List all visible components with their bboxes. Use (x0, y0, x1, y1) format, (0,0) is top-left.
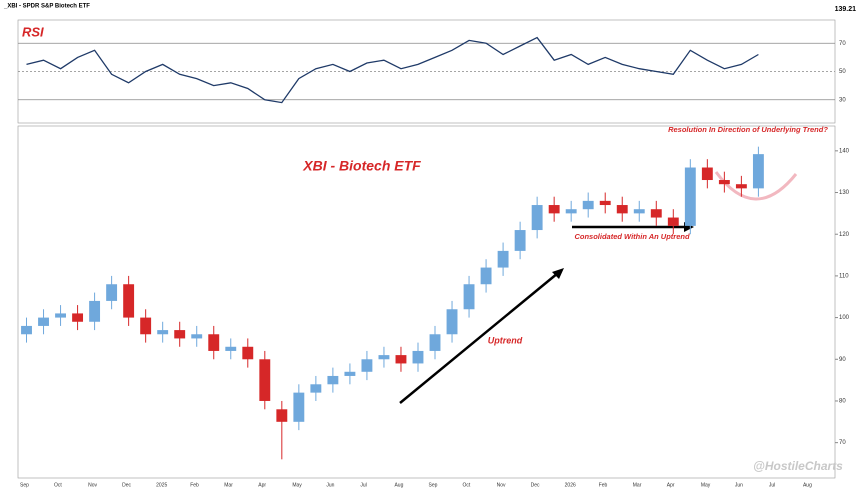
y-tick-label: 120 (839, 232, 850, 238)
candle-body (191, 334, 203, 339)
consolidated-note: Consolidated Within An Uptrend (574, 232, 689, 241)
candle-body (650, 209, 662, 218)
candle-body (718, 180, 730, 185)
candle-body (378, 355, 390, 360)
x-tick-label: Jun (735, 482, 743, 488)
candle-body (599, 200, 611, 206)
candle-body (531, 205, 543, 231)
y-tick-label: 30 (839, 97, 846, 103)
y-tick-label: 100 (839, 315, 850, 321)
x-tick-label: Oct (463, 482, 471, 488)
price-panel (17, 125, 836, 479)
x-tick-label: 2025 (156, 482, 167, 488)
candle-body (497, 250, 509, 268)
candle-body (123, 284, 135, 318)
candle-body (514, 230, 526, 251)
candle-body (752, 154, 764, 189)
candle-body (412, 350, 424, 364)
x-tick-label: 2026 (565, 482, 576, 488)
rsi-label: RSI (22, 24, 44, 39)
x-tick-label: Mar (224, 482, 233, 488)
x-tick-label: Jul (769, 482, 775, 488)
candle-body (616, 205, 628, 214)
x-tick-label: Jun (326, 482, 334, 488)
candle-body (735, 184, 747, 189)
resolution-note: Resolution In Direction of Underlying Tr… (668, 125, 828, 134)
y-tick-label: 140 (839, 148, 850, 154)
candle-body (242, 346, 254, 360)
arrowhead (552, 268, 564, 279)
x-tick-label: Sep (20, 482, 29, 488)
x-tick-label: Dec (531, 482, 540, 488)
uptrend-note: Uptrend (488, 335, 523, 345)
y-tick-label: 130 (839, 190, 850, 196)
candle-body (701, 167, 713, 181)
candle-body (310, 384, 322, 393)
x-tick-label: Jul (360, 482, 366, 488)
candle-body (480, 267, 492, 285)
candle-body (276, 409, 288, 422)
x-tick-label: May (701, 482, 711, 488)
candle-body (548, 205, 560, 214)
x-tick-label: May (292, 482, 302, 488)
candle-body (463, 284, 475, 310)
x-tick-label: Oct (54, 482, 62, 488)
main-title: XBI - Biotech ETF (302, 158, 421, 174)
candle-body (72, 313, 84, 322)
candle-body (259, 359, 271, 401)
candle-body (446, 309, 458, 335)
candle-body (89, 300, 101, 322)
watermark: @HostileCharts (753, 459, 843, 473)
candle-body (208, 334, 220, 351)
x-tick-label: Nov (497, 482, 506, 488)
x-tick-label: Aug (394, 482, 403, 488)
candle-body (361, 359, 373, 372)
candle-body (565, 209, 577, 214)
candle-body (38, 317, 49, 326)
header-last: 139.21 (835, 6, 857, 13)
candle-body (225, 346, 237, 351)
candle-body (395, 355, 407, 364)
y-tick-label: 110 (839, 273, 849, 279)
candle-body (55, 313, 66, 318)
x-tick-label: Feb (190, 482, 199, 488)
candle-body (157, 330, 169, 335)
candle-body (684, 167, 696, 226)
y-tick-label: 80 (839, 399, 846, 405)
candle-body (582, 200, 594, 210)
x-tick-label: Apr (667, 482, 675, 488)
x-tick-label: Feb (599, 482, 608, 488)
x-tick-label: Aug (803, 482, 812, 488)
y-tick-label: 50 (839, 69, 846, 75)
header-title: _XBI - SPDR S&P Biotech ETF (3, 4, 90, 10)
candle-body (106, 284, 118, 301)
uptrend-arrow (399, 272, 559, 404)
x-tick-label: Sep (429, 482, 438, 488)
y-tick-label: 90 (839, 357, 846, 363)
candle-body (429, 334, 441, 351)
candle-body (667, 217, 679, 226)
y-tick-label: 70 (839, 440, 846, 446)
x-tick-label: Dec (122, 482, 131, 488)
candle-body (633, 209, 645, 214)
candle-body (174, 330, 186, 339)
candle-body (140, 317, 152, 335)
y-tick-label: 70 (839, 41, 846, 47)
candle-body (293, 392, 305, 422)
candle-body (21, 325, 32, 335)
candle-body (344, 371, 356, 376)
rsi-line (26, 36, 759, 104)
x-tick-label: Apr (258, 482, 266, 488)
x-tick-label: Nov (88, 482, 97, 488)
x-tick-label: Mar (633, 482, 642, 488)
candle-body (327, 375, 339, 385)
